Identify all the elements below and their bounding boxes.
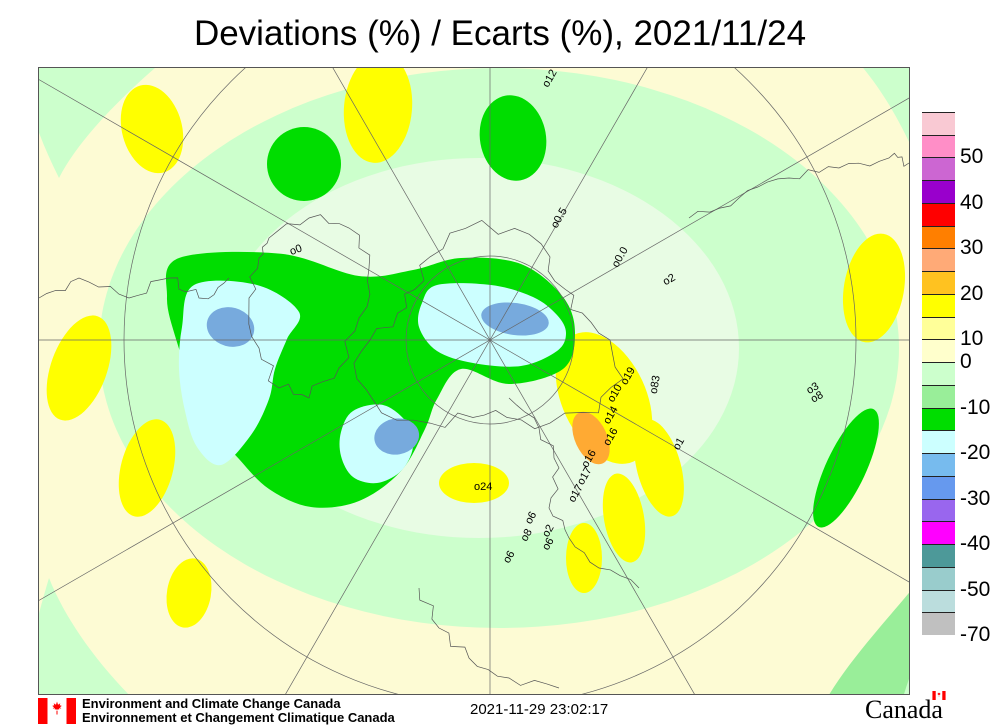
svg-text:o24: o24 [474, 481, 492, 493]
